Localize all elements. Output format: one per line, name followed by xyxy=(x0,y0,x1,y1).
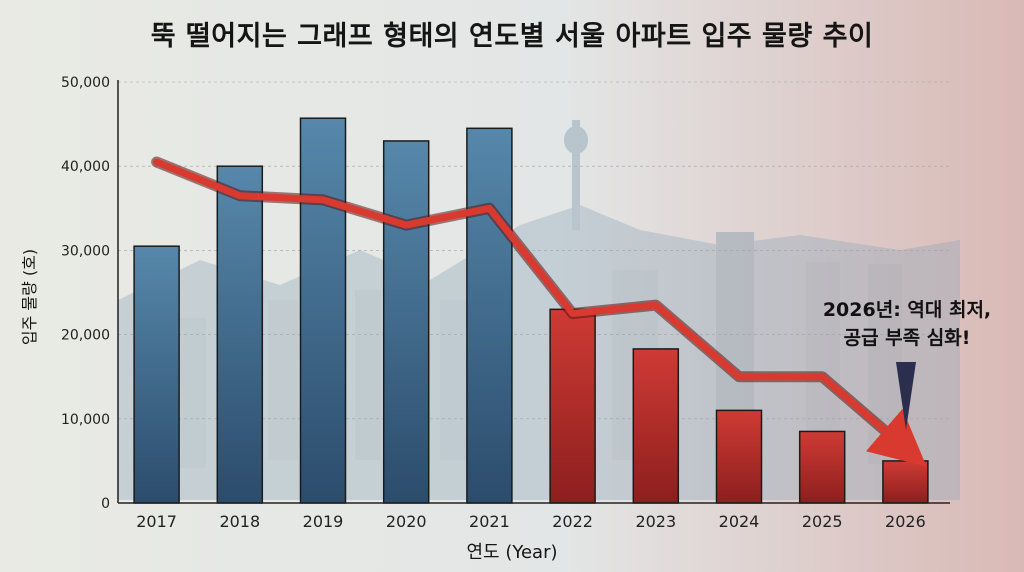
x-tick-label: 2017 xyxy=(136,512,177,531)
x-tick-label: 2021 xyxy=(469,512,510,531)
x-tick-label: 2020 xyxy=(386,512,427,531)
x-tick-label: 2022 xyxy=(552,512,593,531)
bar xyxy=(466,127,513,504)
bar xyxy=(549,308,596,504)
bar xyxy=(882,460,929,504)
bar xyxy=(632,348,680,504)
y-tick-label: 30,000 xyxy=(61,243,110,259)
y-tick-label: 40,000 xyxy=(61,159,110,175)
y-axis-label: 입주 물량 (호) xyxy=(20,248,39,346)
x-tick-label: 2024 xyxy=(719,512,760,531)
bar xyxy=(382,140,430,504)
y-tick-label: 10,000 xyxy=(61,412,110,428)
bar xyxy=(133,245,180,504)
y-tick-label: 20,000 xyxy=(61,328,110,344)
y-axis-ticks: 0 10,000 20,000 30,000 40,000 50,000 xyxy=(61,75,110,512)
bars xyxy=(133,117,929,504)
chart-title: 뚝 떨어지는 그래프 형태의 연도별 서울 아파트 입주 물량 추이 xyxy=(150,21,874,52)
x-tick-label: 2026 xyxy=(885,512,926,531)
x-tick-label: 2018 xyxy=(219,512,260,531)
bar xyxy=(299,117,347,504)
x-axis-label: 연도 (Year) xyxy=(466,542,558,563)
y-tick-label: 50,000 xyxy=(61,75,110,91)
annotation-arrow xyxy=(896,362,916,430)
annotation-text: 2026년: 역대 최저, 공급 부족 심화! xyxy=(822,299,992,349)
bar xyxy=(715,409,763,504)
bar xyxy=(216,165,264,504)
trend-line xyxy=(151,156,927,467)
x-tick-label: 2019 xyxy=(303,512,344,531)
x-tick-label: 2025 xyxy=(802,512,843,531)
trend-line-path xyxy=(153,158,927,467)
bar xyxy=(798,430,846,504)
x-tick-label: 2023 xyxy=(635,512,676,531)
y-tick-label: 0 xyxy=(101,496,110,512)
x-axis-ticks: 2017 2018 2019 2020 2021 2022 2023 2024 2025 2026 xyxy=(136,512,926,531)
